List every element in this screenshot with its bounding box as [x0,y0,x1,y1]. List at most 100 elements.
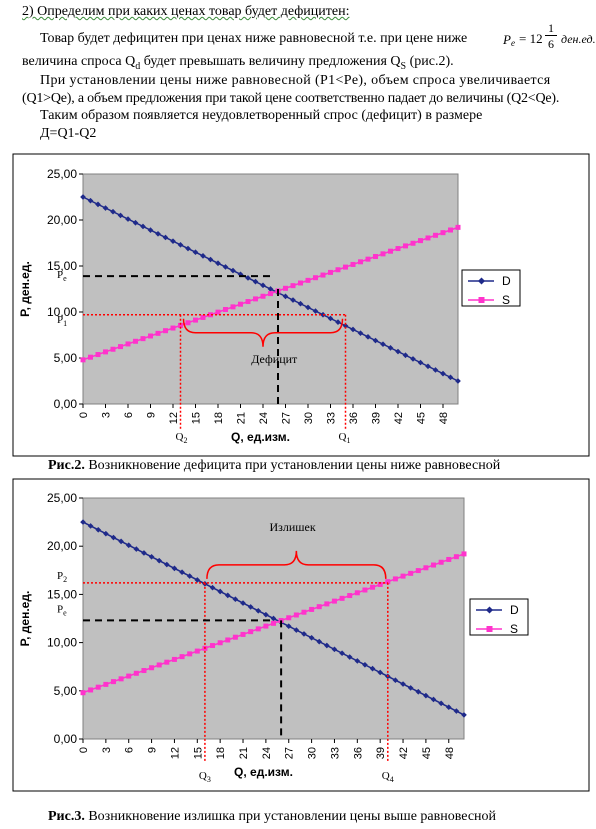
supply-point [455,224,461,230]
supply-point [293,612,299,618]
demand-point [117,212,124,219]
y-tick-label: 20,00 [47,539,77,553]
supply-point [298,280,303,286]
y-tick-label: 25,00 [47,167,77,181]
x-tick-label: 15 [192,747,204,759]
legend-marker [486,626,493,632]
supply-point [255,626,261,632]
demand-point [324,642,330,649]
supply-point [328,269,333,275]
demand-point [192,249,199,256]
intro-line-2-text: Товар будет дефицитен при ценах ниже рав… [40,31,468,46]
x-axis-label: Q, ед.изм. [231,430,290,444]
supply-point [290,283,296,289]
supply-point [80,690,86,696]
y-axis-label: P, ден.ед. [18,261,32,317]
demand-point [453,708,460,714]
supply-point [164,659,170,665]
supply-point [187,651,193,657]
supply-point [140,336,146,342]
legend-marker [477,277,486,285]
y-tick-label: 5,00 [54,684,78,698]
demand-point [87,197,94,204]
supply-point [248,629,254,635]
demand-point [342,322,349,329]
x-tick-label: 33 [326,412,338,424]
y-tick-label: 5,00 [54,351,78,365]
supply-point [431,562,437,568]
supply-point [446,556,452,562]
line3-sub: d [135,60,141,72]
x-tick-label: 9 [147,747,159,753]
q1-marker: Q1 [339,431,351,445]
demand-point [162,234,169,241]
supply-point [358,259,363,265]
x-tick-label: 0 [78,747,90,753]
demand-point [147,227,154,233]
demand-point [141,550,147,556]
demand-point [335,319,341,325]
x-tick-label: 12 [169,747,181,759]
demand-point [308,634,315,641]
x-tick-label: 24 [258,412,270,424]
supply-point [253,296,258,302]
surplus-label: Излишек [269,520,315,534]
demand-point [285,623,292,630]
supply-point [133,338,138,344]
figure-2-text: Возникновение дефицита при установлении … [84,458,501,473]
figure-2-label: Рис.2. [48,458,85,473]
demand-point [156,557,163,564]
demand-point [440,370,446,377]
supply-point [350,261,356,267]
x-tick-label: 12 [168,412,180,424]
supply-point [316,604,322,610]
demand-point [400,681,406,687]
p2-marker: P2 [57,570,67,584]
x-tick-label: 3 [101,747,113,753]
figure-3-caption: Рис.3. Возникновение излишка при установ… [48,808,496,825]
supply-point [110,346,116,352]
supply-point [415,568,421,574]
supply-point [301,609,307,615]
supply-point [148,333,153,339]
x-tick-label: 45 [416,412,428,424]
supply-point [179,654,185,660]
q4-marker: Q4 [382,770,394,784]
demand-point [252,278,259,285]
supply-point [395,246,401,252]
supply-point [215,309,221,315]
legend-label: S [510,622,518,636]
demand-point [402,352,409,359]
supply-point [309,606,315,612]
supply-point [245,299,251,305]
y-tick-label: 15,00 [47,587,77,601]
supply-point [193,317,198,323]
line6-text: Таким образом появляется неудовлетворенн… [40,108,483,123]
supply-point [141,668,147,674]
demand-point [177,242,184,248]
supply-point [232,634,238,640]
pe-marker: Pe [57,603,67,617]
legend-label: D [510,603,519,617]
supply-point [380,251,386,257]
demand-point [282,293,289,300]
pe-marker: Pe [57,269,67,283]
supply-point [103,681,109,687]
x-tick-label: 39 [375,747,387,759]
x-tick-label: 6 [124,747,136,753]
supply-point [440,230,446,236]
y-tick-label: 10,00 [47,636,77,650]
supply-point [423,565,429,571]
demand-point [455,378,461,384]
supply-point [377,581,383,587]
demand-point [125,216,131,222]
q3-marker: Q3 [199,770,211,784]
x-tick-label: 45 [421,747,433,759]
supply-point [208,312,213,318]
x-tick-label: 21 [238,747,250,759]
supply-point [110,679,116,685]
demand-point [179,569,185,576]
supply-point [362,587,368,593]
